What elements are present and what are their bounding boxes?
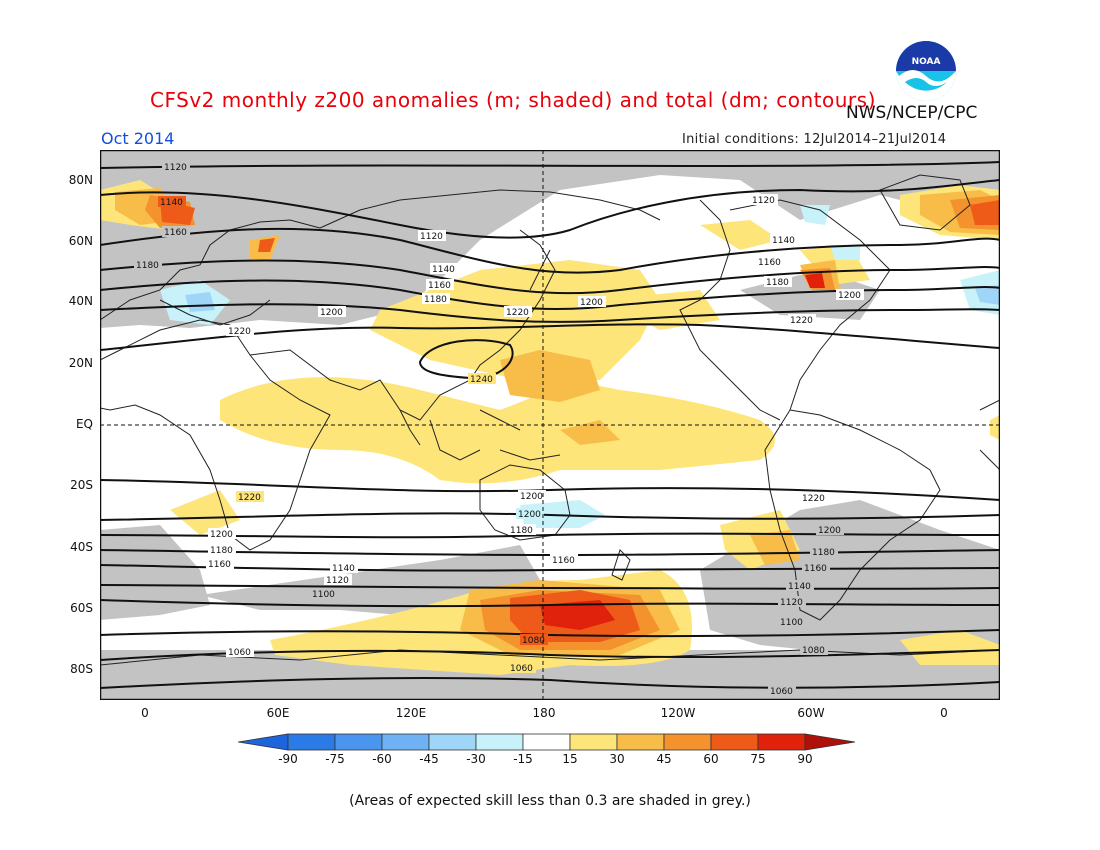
lat-label: 20N (68, 356, 93, 370)
colorbar-label: -60 (372, 752, 392, 766)
initial-conditions: Initial conditions: 12Jul2014–21Jul2014 (682, 132, 947, 147)
colorbar-label: 45 (656, 752, 672, 766)
contour-label: 1140 (332, 564, 355, 574)
colorbar-cell (334, 733, 383, 751)
contour-label: 1200 (580, 298, 603, 308)
colorbar-cell (663, 733, 712, 751)
contour-label: 1120 (164, 163, 187, 173)
lon-label: 120E (395, 706, 427, 720)
contour-label: 1200 (320, 308, 343, 318)
chart-title: CFSv2 monthly z200 anomalies (m; shaded)… (150, 88, 876, 112)
contour-label: 1180 (812, 548, 835, 558)
colorbar-label: 90 (797, 752, 813, 766)
contour-label: 1060 (228, 648, 251, 658)
colorbar-cell (804, 733, 856, 751)
anomaly-75-90 (540, 273, 825, 630)
contour-label: 1120 (420, 232, 443, 242)
contour-label: 1180 (510, 526, 533, 536)
contour-label: 1080 (522, 636, 545, 646)
contour-label: 1180 (766, 278, 789, 288)
contour-label: 1180 (136, 261, 159, 271)
contour-label: 1100 (780, 618, 803, 628)
contour-labels: 1120 1140 1160 1180 1200 1120 1140 1160 … (134, 161, 864, 697)
contour-label: 1200 (518, 510, 541, 520)
anomaly-negative-30-45 (185, 285, 1000, 312)
lon-label: 60W (797, 706, 825, 720)
contour-label: 1180 (424, 295, 447, 305)
contour-label: 1060 (510, 664, 533, 674)
colorbar-label: -75 (325, 752, 345, 766)
lat-label: 40N (68, 294, 93, 308)
contour-label: 1140 (160, 198, 183, 208)
colorbar-label: -90 (278, 752, 298, 766)
contour-label: 1140 (432, 265, 455, 275)
contour-label: 1160 (758, 258, 781, 268)
contour-label: 1160 (552, 556, 575, 566)
contour-label: 1140 (772, 236, 795, 246)
colorbar-cell (569, 733, 618, 751)
colorbar-cell (522, 733, 571, 751)
colorbar-label: 30 (609, 752, 625, 766)
colorbar-cell (616, 733, 665, 751)
contour-label: 1200 (818, 526, 841, 536)
skill-footnote: (Areas of expected skill less than 0.3 a… (349, 793, 751, 809)
colorbar-label: -45 (419, 752, 439, 766)
contour-label: 1240 (470, 375, 493, 385)
lon-label: 0 (141, 706, 149, 720)
contour-label: 1200 (838, 291, 861, 301)
lat-label: 40S (70, 540, 93, 554)
contour-label: 1080 (802, 646, 825, 656)
contour-label: 1140 (788, 582, 811, 592)
height-contours (100, 161, 1000, 689)
lat-label: 20S (70, 478, 93, 492)
colorbar-cell (757, 733, 806, 751)
lat-label: 80S (70, 662, 93, 676)
map-frame (100, 150, 1000, 700)
contour-label: 1160 (164, 228, 187, 238)
contour-label: 1180 (210, 546, 233, 556)
contour-label: 1220 (228, 327, 251, 337)
agency-label: NWS/NCEP/CPC (846, 103, 978, 123)
colorbar-label: 15 (562, 752, 578, 766)
lat-label: 60N (68, 234, 93, 248)
colorbar-cell (287, 733, 336, 751)
contour-label: 1060 (770, 687, 793, 697)
lon-label: 120W (660, 706, 696, 720)
contour-label: 1160 (208, 560, 231, 570)
colorbar-label: -15 (513, 752, 533, 766)
contour-label: 1220 (238, 493, 261, 503)
contour-label: 1220 (802, 494, 825, 504)
contour-label: 1220 (790, 316, 813, 326)
colorbar-cell (710, 733, 759, 751)
contour-label: 1120 (326, 576, 349, 586)
contour-label: 1160 (428, 281, 451, 291)
colorbar-label: 75 (750, 752, 766, 766)
contour-label: 1160 (804, 564, 827, 574)
colorbar-cell (428, 733, 477, 751)
lat-label: 60S (70, 601, 93, 615)
lon-label: 180 (532, 706, 556, 720)
contour-label: 1200 (210, 530, 233, 540)
noaa-logo: NOAA (896, 41, 956, 101)
contour-label: 1120 (752, 196, 775, 206)
valid-month: Oct 2014 (101, 129, 175, 148)
lon-label: 60E (266, 706, 290, 720)
lat-label: EQ (75, 417, 93, 431)
colorbar-label: -30 (466, 752, 486, 766)
colorbar (238, 733, 856, 751)
colorbar-cell (475, 733, 524, 751)
lat-label: 80N (68, 173, 93, 187)
colorbar-cell (381, 733, 430, 751)
contour-label: 1100 (312, 590, 335, 600)
contour-label: 1220 (506, 308, 529, 318)
coastlines (100, 174, 1000, 666)
colorbar-cell (238, 733, 289, 751)
colorbar-label: 60 (703, 752, 719, 766)
lon-label: 0 (940, 706, 948, 720)
anomaly-map: 1120 1140 1160 1180 1200 1120 1140 1160 … (100, 150, 1000, 700)
contour-label: 1120 (780, 598, 803, 608)
logo-text: NOAA (912, 57, 941, 67)
contour-label: 1200 (520, 492, 543, 502)
